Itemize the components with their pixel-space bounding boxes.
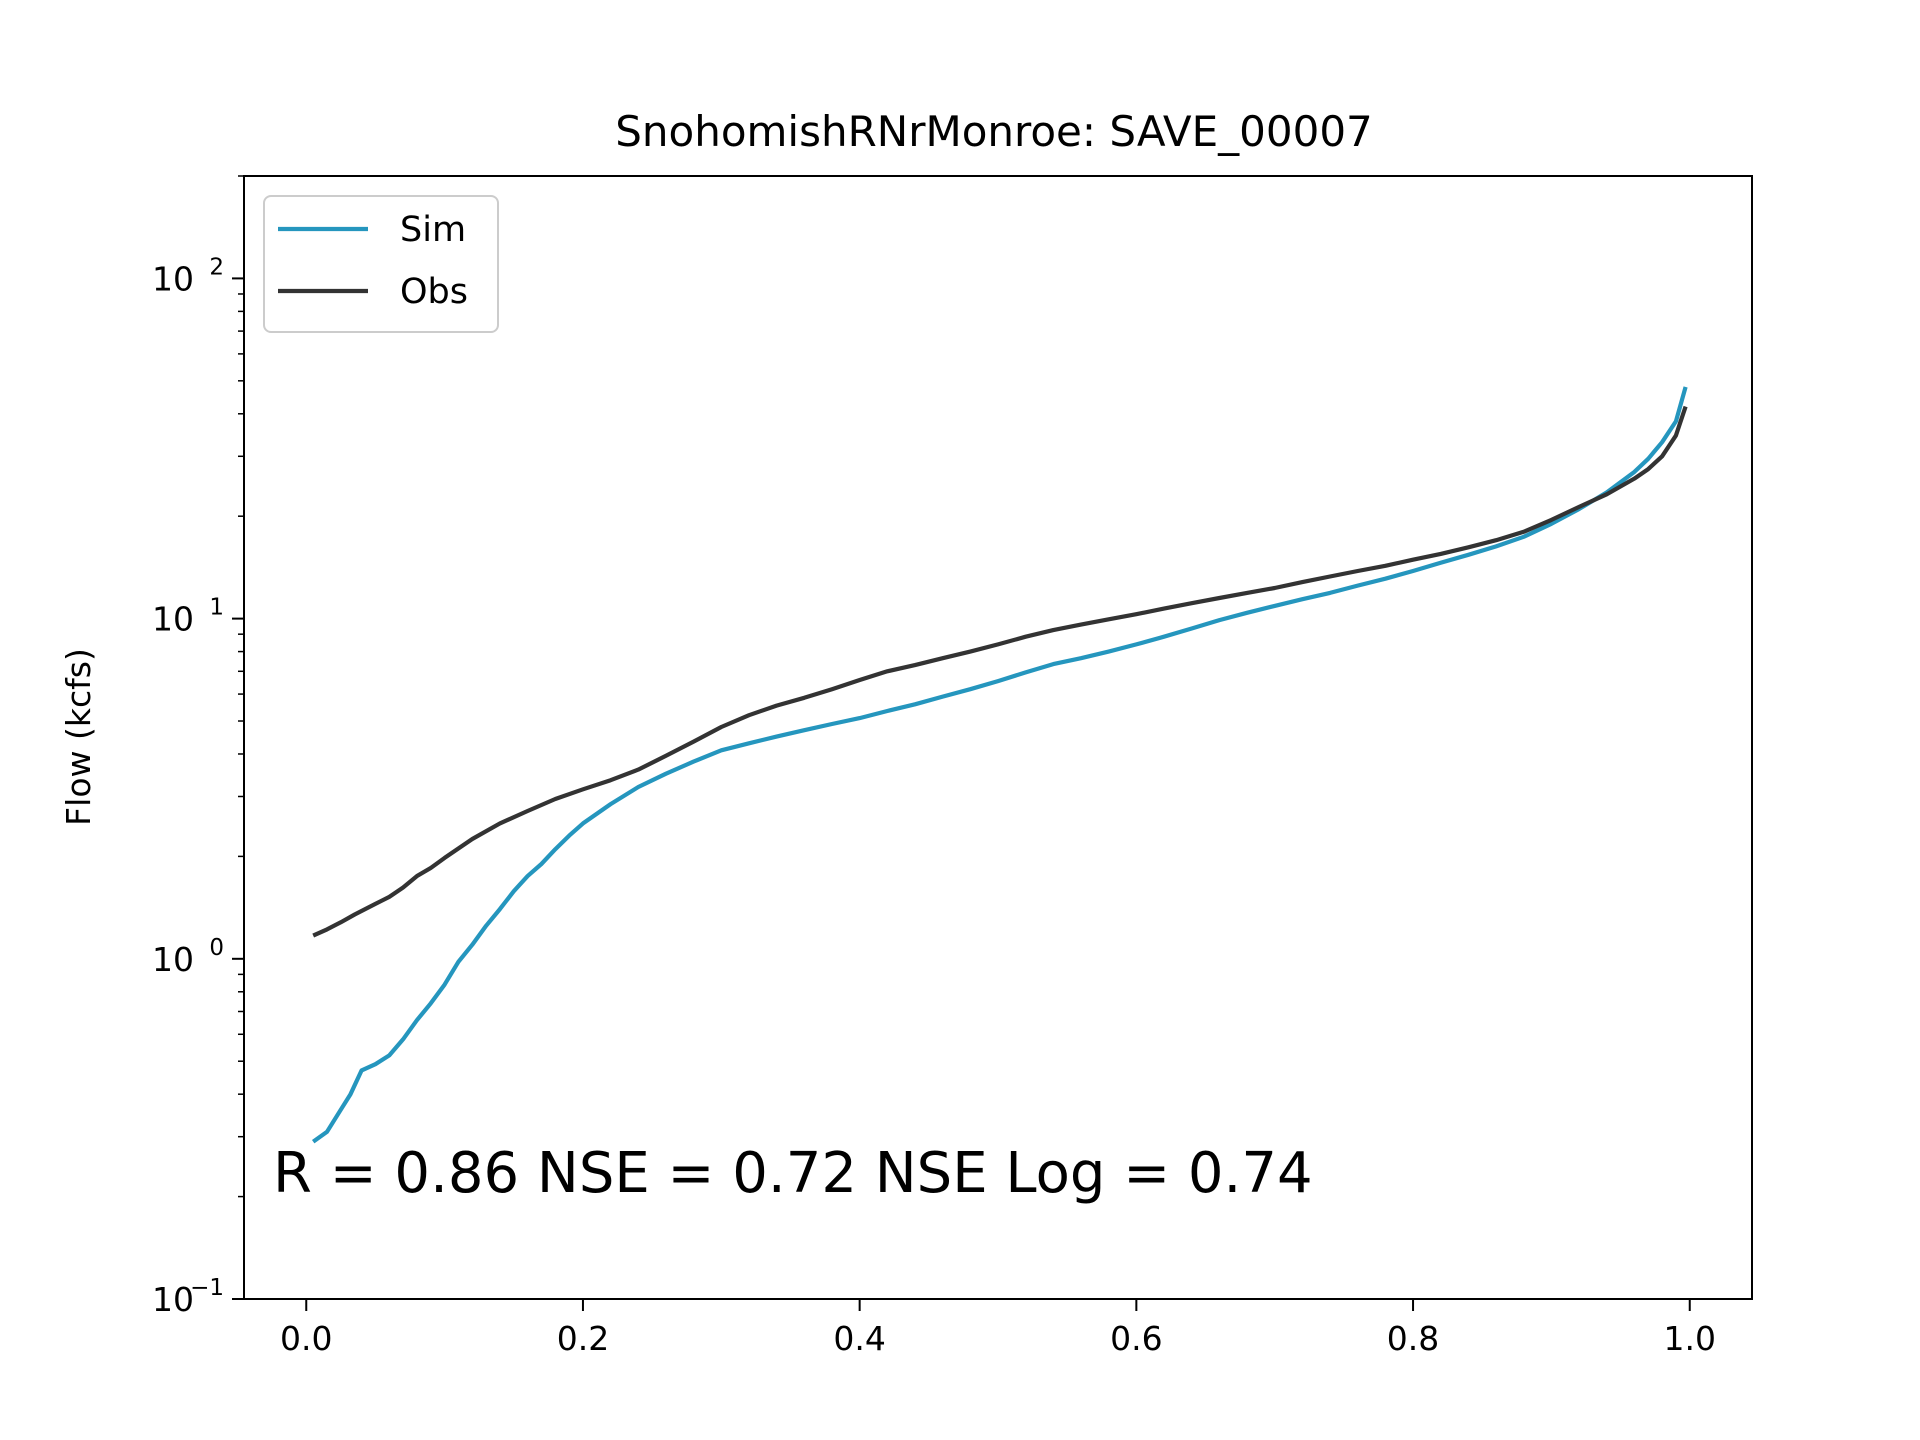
x-tick-label: 0.2 [557,1319,609,1358]
x-tick-label: 0.0 [280,1319,332,1358]
series-line-obs [312,405,1688,938]
x-tick-label: 0.4 [833,1319,885,1358]
chart-title: SnohomishRNrMonroe: SAVE_00007 [615,107,1373,156]
y-axis-label: Flow (kcfs) [59,648,98,826]
plot-frame [243,175,1753,1300]
x-tick-label: 0.8 [1387,1319,1439,1358]
series-line-sim [311,386,1688,1144]
series-layer [311,386,1688,1144]
x-tick-label: 1.0 [1664,1319,1716,1358]
metrics-annotation: R = 0.86 NSE = 0.72 NSE Log = 0.74 [273,1141,1313,1206]
x-tick-label: 0.6 [1110,1319,1162,1358]
legend-label-obs: Obs [400,272,468,312]
legend: Sim Obs [263,195,499,333]
x-axis-ticks: 0.0 0.2 0.4 0.6 0.8 1.0 [280,1299,1716,1358]
legend-label-sim: Sim [400,210,466,250]
y-tick-label: 10−1 [152,1275,224,1319]
